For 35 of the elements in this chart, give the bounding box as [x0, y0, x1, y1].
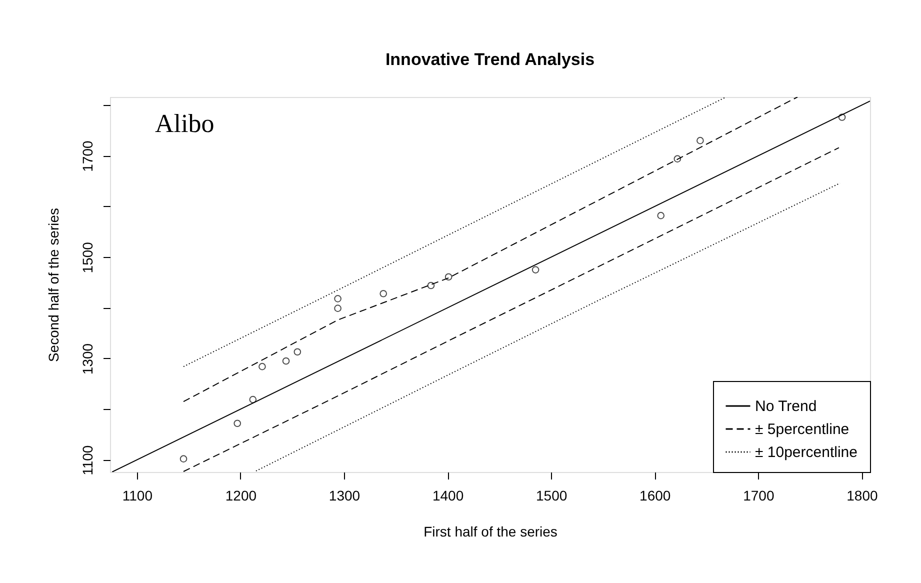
y-tick-label: 1100 — [80, 445, 96, 476]
point — [427, 282, 435, 290]
point — [532, 266, 540, 274]
point — [234, 420, 242, 428]
legend-label: No Trend — [755, 398, 817, 415]
point — [696, 136, 704, 144]
y-axis-title: Second half of the series — [46, 208, 62, 362]
point — [380, 290, 388, 298]
y-tick-label: 1300 — [80, 343, 96, 375]
x-tick-label: 1200 — [225, 488, 257, 504]
x-tick-label: 1100 — [122, 488, 153, 504]
point — [282, 357, 290, 365]
legend-label: ± 10percentline — [755, 444, 858, 461]
legend-label: ± 5percentline — [755, 421, 850, 438]
x-tick-label: 1800 — [846, 488, 878, 504]
point — [180, 455, 188, 462]
point — [334, 295, 342, 302]
point — [249, 396, 257, 404]
chart-title: Innovative Trend Analysis — [385, 50, 595, 69]
point — [444, 273, 452, 281]
x-tick-label: 1300 — [328, 488, 360, 504]
point — [334, 304, 342, 312]
point — [657, 212, 665, 220]
x-tick-label: 1700 — [743, 488, 774, 504]
x-tick-label: 1500 — [536, 488, 568, 504]
y-tick-label: 1700 — [80, 140, 96, 172]
point — [674, 155, 682, 162]
point — [258, 362, 266, 370]
x-tick-label: 1600 — [640, 488, 671, 504]
annotation: Alibo — [155, 109, 214, 138]
y-tick-label: 1500 — [80, 242, 96, 274]
point — [838, 114, 846, 121]
x-tick-label: 1400 — [432, 488, 464, 504]
x-axis-title: First half of the series — [424, 524, 558, 540]
point — [294, 348, 302, 356]
